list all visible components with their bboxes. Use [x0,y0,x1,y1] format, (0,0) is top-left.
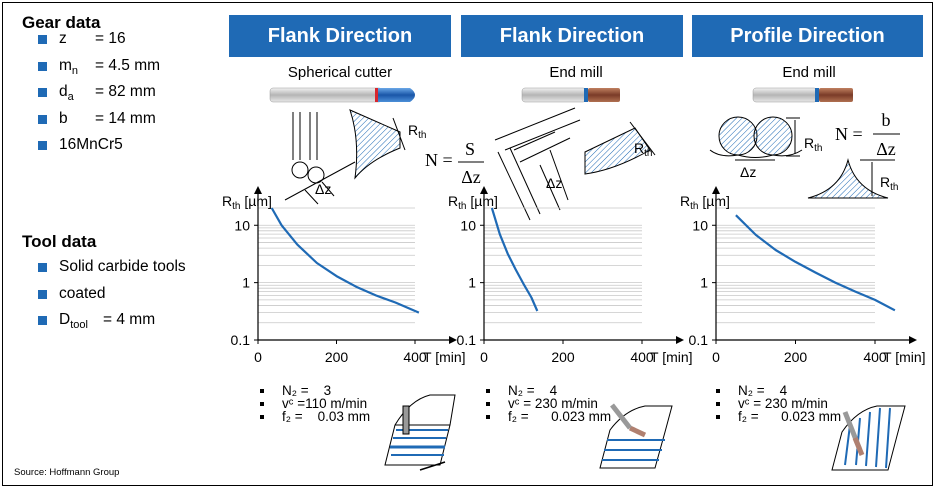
y-tick-label: 0.1 [457,332,477,348]
x-tick-label: 0 [712,349,720,365]
y-tick-label: 10 [460,217,476,233]
param-fz: f₂ = 0.023 mm [714,410,841,423]
dz-label-sketch-2: Δz [546,175,562,191]
rth-label-sketch-3a: Rth [804,135,822,154]
formula-denominator: Δz [876,139,896,159]
x-axis-arrow [449,336,457,344]
x-axis-arrow [676,336,684,344]
param-vc: vᶜ = 230 m/min [484,397,611,410]
y-axis-label: Rth [µm] [448,193,498,212]
gear-data-list: z = 16 mn = 4.5 mm da = 82 mm b = 14 mm 16Mn… [38,28,160,161]
x-tick-label: 0 [480,349,488,365]
x-tick-label: 200 [551,349,575,365]
gear-data-item: da = 82 mm [38,81,160,108]
x-tick-label: 400 [403,349,427,365]
gear-data-item: z = 16 [38,28,160,55]
y-tick-label: 1 [700,275,708,291]
x-tick-label: 400 [630,349,654,365]
formula-lhs: N = [835,124,863,144]
gear-data-item: 16MnCr5 [38,134,160,161]
end-mill-flank-sketch [494,107,656,221]
tool-data-item: coated [38,283,186,310]
rth-label-sketch-3b: Rth [880,174,898,193]
workpiece-sketch-1 [384,394,456,471]
y-axis-arrow [712,186,720,194]
param-fz: f₂ = 0.03 mm [258,410,370,423]
end-mill-picture-1 [521,87,620,103]
y-axis-arrow [254,186,262,194]
y-tick-label: 1 [468,275,476,291]
tool-data-item: Solid carbide tools [38,256,186,283]
panel-1-params: N₂ = 3 vᶜ =110 m/min f₂ = 0.03 mm [258,384,370,423]
rth-label-sketch-2: Rth [634,140,652,159]
spherical-cutter-sketch [284,109,406,205]
dz-label-sketch-1: Δz [315,181,331,197]
formula-panel-2: N = S Δz [425,139,484,187]
param-fz: f₂ = 0.023 mm [484,410,611,423]
panel-2-tool-label: End mill [549,64,603,81]
rth-label-sketch-1: Rth [408,122,426,141]
workpiece-sketch-3 [831,405,906,471]
panel-3-params: N₂ = 4 vᶜ = 230 m/min f₂ = 0.023 mm [714,384,841,423]
panel-1-header: Flank Direction [229,15,451,57]
spherical-cutter-picture [269,87,415,103]
formula-lhs: N = [425,150,453,170]
x-axis-label: T [min] [650,349,693,365]
x-axis-arrow [909,336,917,344]
tool-data-list: Solid carbide tools coated Dtool = 4 mm [38,256,186,336]
x-axis-label: T [min] [423,349,466,365]
param-nz: N₂ = 3 [258,384,370,397]
dz-label-sketch-3: Δz [740,164,756,180]
y-axis-label: Rth [µm] [680,193,730,212]
panel-3-tool-label: End mill [782,64,836,81]
panel-3-header: Profile Direction [692,15,923,57]
formula-numerator: b [882,110,891,130]
x-tick-label: 200 [784,349,808,365]
x-tick-label: 400 [863,349,887,365]
series-line [270,207,420,314]
y-tick-label: 1 [242,275,250,291]
param-vc: vᶜ = 230 m/min [714,397,841,410]
y-tick-label: 0.1 [231,332,251,348]
x-axis-label: T [min] [883,349,926,365]
param-nz: N₂ = 4 [714,384,841,397]
formula-denominator: Δz [461,167,481,187]
gear-data-title: Gear data [22,13,101,32]
gear-data-item: b = 14 mm [38,108,160,135]
series-line [735,214,896,312]
panel-1-tool-label: Spherical cutter [287,64,393,81]
y-tick-label: 10 [234,217,250,233]
gear-data-item: mn = 4.5 mm [38,55,160,82]
y-axis-arrow [480,186,488,194]
y-axis-label: Rth [µm] [222,193,272,212]
end-mill-picture-2 [752,87,853,103]
source-note: Source: Hoffmann Group [14,467,120,478]
y-tick-label: 10 [692,217,708,233]
formula-panel-3: N = b Δz [835,110,900,159]
tool-data-title: Tool data [22,232,97,251]
tool-data-item: Dtool = 4 mm [38,309,186,336]
x-tick-label: 200 [325,349,349,365]
panel-2-params: N₂ = 4 vᶜ = 230 m/min f₂ = 0.023 mm [484,384,611,423]
param-vc: vᶜ =110 m/min [258,397,370,410]
series-line [490,207,539,312]
end-mill-profile-sketch [709,116,895,199]
param-nz: N₂ = 4 [484,384,611,397]
y-tick-label: 0.1 [689,332,709,348]
workpiece-sketch-2 [599,403,673,469]
formula-numerator: S [465,139,475,159]
panel-2-header: Flank Direction [461,15,683,57]
x-tick-label: 0 [254,349,262,365]
